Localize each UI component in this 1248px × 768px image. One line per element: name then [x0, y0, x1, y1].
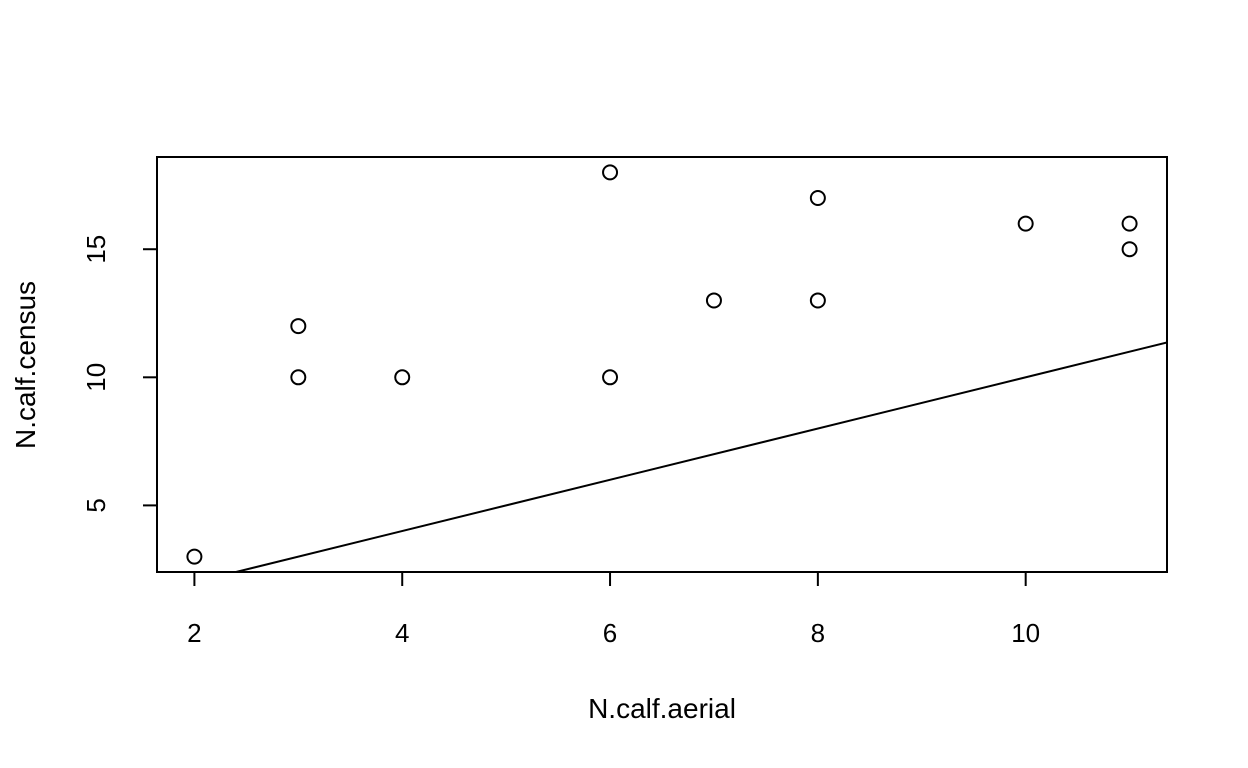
x-tick-label: 2: [187, 618, 201, 648]
data-point: [1121, 241, 1138, 258]
data-point: [1017, 215, 1034, 232]
data-point: [394, 369, 411, 386]
x-tick-label: 8: [811, 618, 825, 648]
x-axis-label: N.calf.aerial: [588, 693, 736, 724]
y-tick-label: 10: [81, 363, 111, 392]
data-point: [705, 292, 722, 309]
x-tick-label: 4: [395, 618, 409, 648]
x-tick-label: 10: [1011, 618, 1040, 648]
plot-frame: [156, 156, 1168, 573]
data-point: [809, 189, 826, 206]
data-point: [186, 548, 203, 565]
y-tick-label: 5: [81, 498, 111, 512]
x-tick-label: 6: [603, 618, 617, 648]
data-point: [1121, 215, 1138, 232]
data-point: [602, 164, 619, 181]
y-tick-label: 15: [81, 235, 111, 264]
data-point: [290, 369, 307, 386]
data-point: [290, 318, 307, 335]
data-point: [809, 292, 826, 309]
data-point: [602, 369, 619, 386]
reference-line: [231, 341, 1167, 572]
y-axis-label: N.calf.census: [10, 281, 41, 449]
